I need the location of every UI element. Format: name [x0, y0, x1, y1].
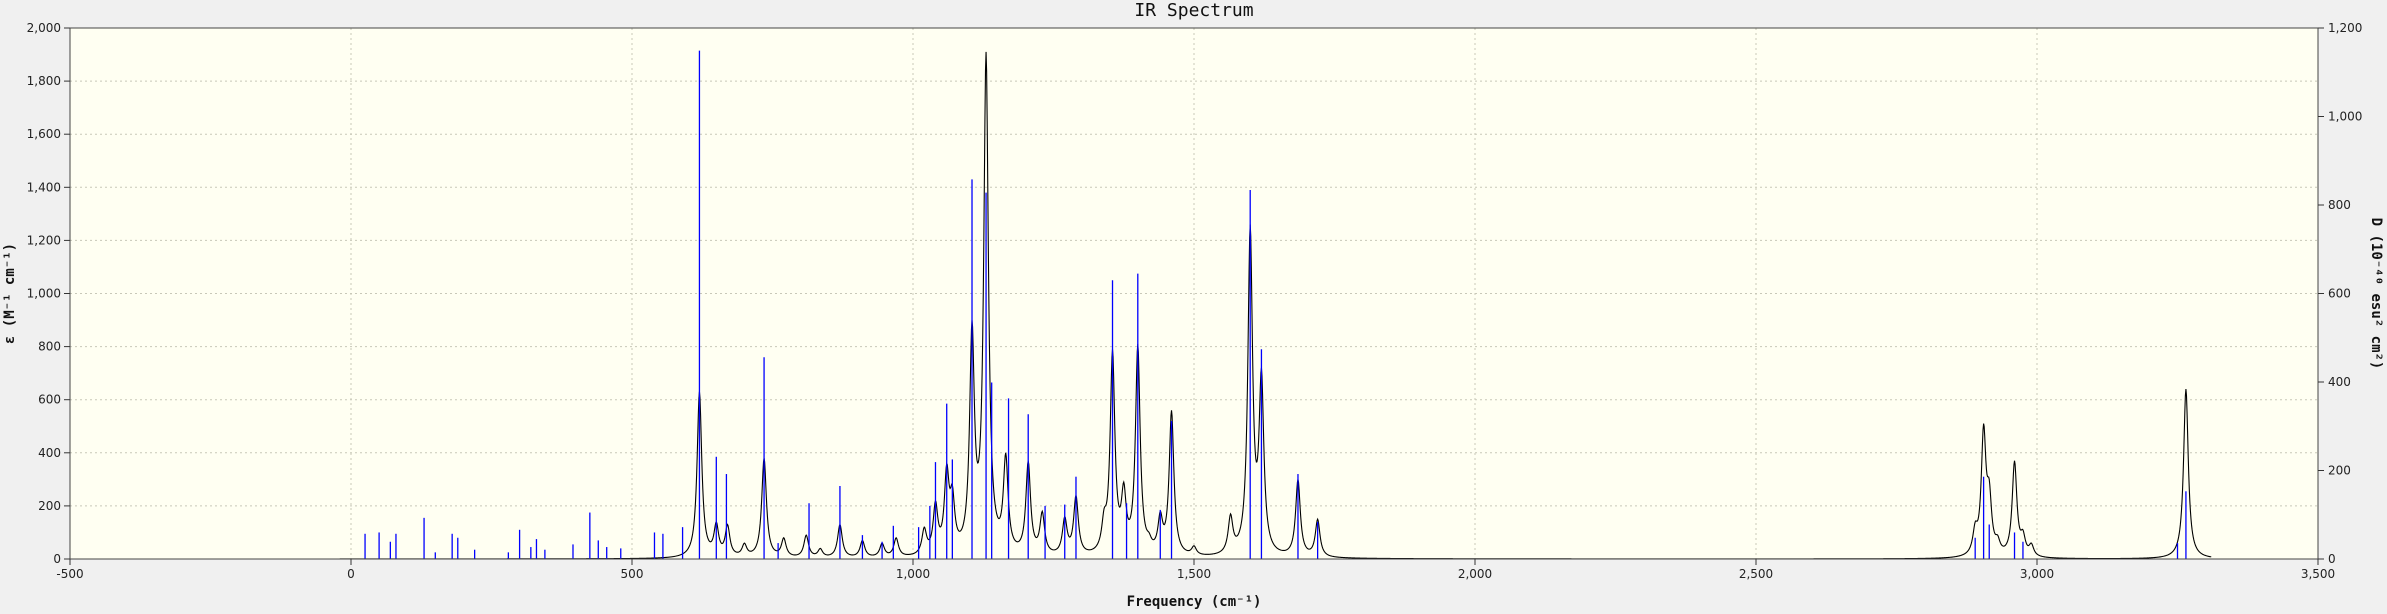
intensity-sticks-layer: [364, 50, 2187, 559]
x-tick-label: 1,000: [896, 567, 930, 581]
grid-lines: [70, 28, 2318, 559]
chart-title: IR Spectrum: [1134, 0, 1253, 21]
y-tick-label: 800: [38, 340, 61, 354]
y2-tick-label: 800: [2328, 198, 2351, 212]
y-tick-label: 400: [38, 446, 61, 460]
y2-tick-label: 600: [2328, 287, 2351, 301]
x-tick-label: 3,500: [2301, 567, 2335, 581]
y2-tick-label: 400: [2328, 375, 2351, 389]
x-tick-label: -500: [56, 567, 83, 581]
y-tick-label: 1,800: [27, 74, 61, 88]
y-tick-label: 0: [53, 552, 61, 566]
y-tick-label: 2,000: [27, 21, 61, 35]
x-tick-label: 0: [347, 567, 355, 581]
y-tick-label: 200: [38, 499, 61, 513]
x-tick-label: 2,500: [1739, 567, 1773, 581]
y2-tick-label: 1,000: [2328, 110, 2362, 124]
x-tick-label: 500: [621, 567, 644, 581]
y-tick-label: 1,200: [27, 233, 61, 247]
x-tick-label: 3,000: [2020, 567, 2054, 581]
x-axis-label: Frequency (cm⁻¹): [1127, 594, 1262, 610]
x-tick-label: 1,500: [1177, 567, 1211, 581]
x-tick-label: 2,000: [1458, 567, 1492, 581]
y-axis-label: ε (M⁻¹ cm⁻¹): [2, 243, 18, 344]
axes: -500 0 500 1,000 1,500 2,000 2,500 3,000 3,50002…: [27, 21, 2363, 581]
y2-tick-label: 0: [2328, 552, 2336, 566]
y2-axis-label: D (10⁻⁴⁰ esu² cm²): [2368, 218, 2384, 370]
y-tick-label: 1,400: [27, 180, 61, 194]
y-tick-label: 1,000: [27, 287, 61, 301]
y2-tick-label: 1,200: [2328, 21, 2362, 35]
y-tick-label: 600: [38, 393, 61, 407]
y-tick-label: 1,600: [27, 127, 61, 141]
y2-tick-label: 200: [2328, 464, 2351, 478]
